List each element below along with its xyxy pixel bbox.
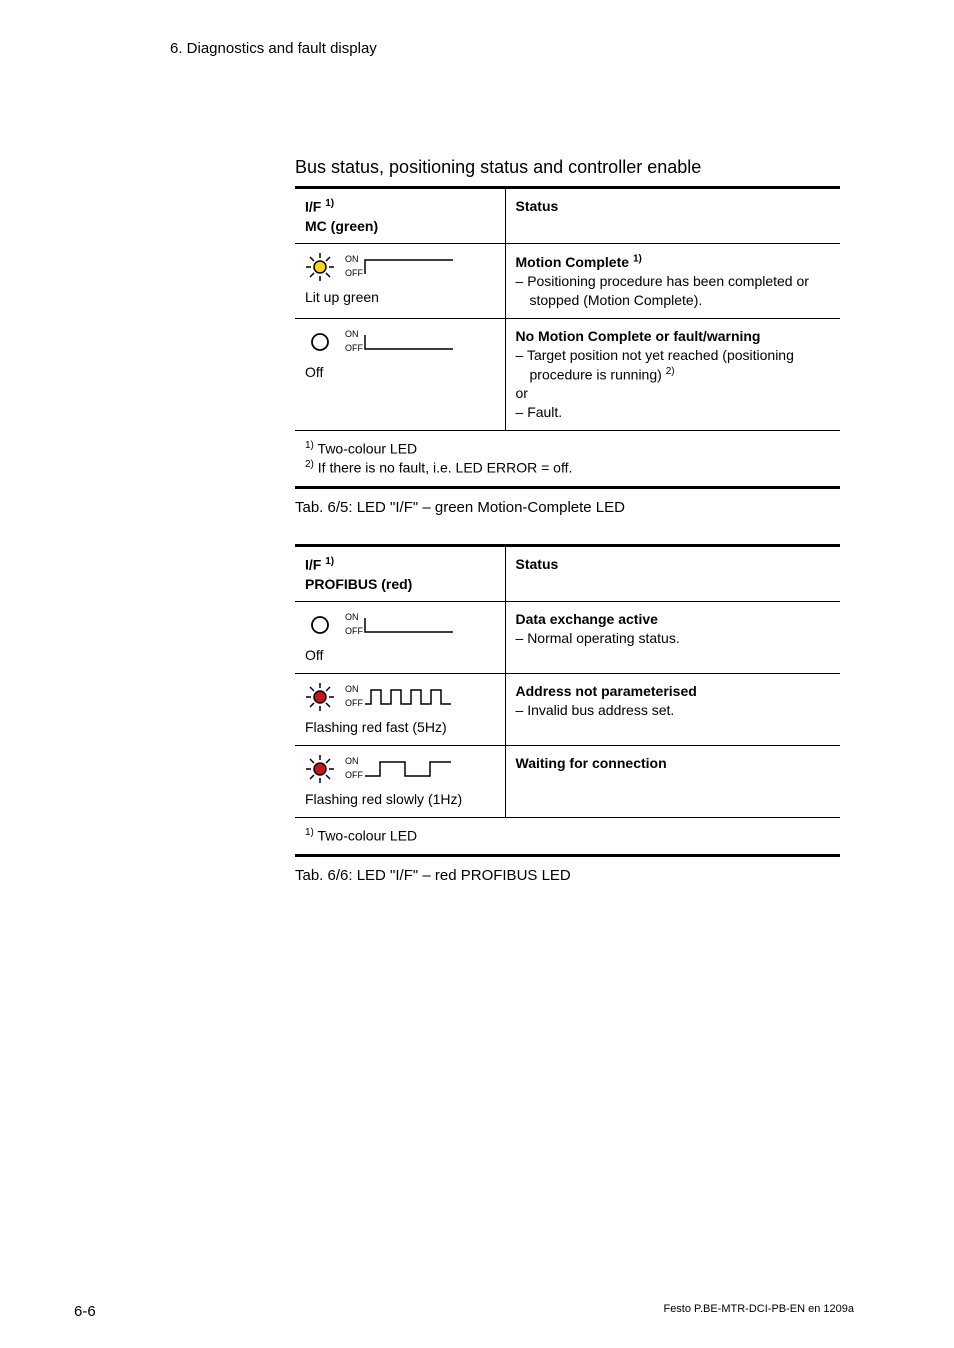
table-row: 1) Two-colour LED 2) If there is no faul… (295, 430, 840, 487)
caption-2: Tab. 6/6: LED "I/F" – red PROFIBUS LED (295, 867, 854, 884)
svg-text:OFF: OFF (345, 626, 363, 636)
caption-1: Tab. 6/5: LED "I/F" – green Motion-Compl… (295, 499, 854, 516)
t2-col1-header: I/F 1) PROFIBUS (red) (295, 545, 505, 601)
t1-row1-state: Lit up green (305, 288, 495, 307)
doc-id: Festo P.BE-MTR-DCI-PB-EN en 1209a (663, 1303, 854, 1320)
t1-col1-header: I/F 1) MC (green) (295, 188, 505, 244)
table-profibus: I/F 1) PROFIBUS (red) Status ON OFF (295, 544, 840, 857)
svg-text:ON: ON (345, 684, 359, 694)
svg-text:OFF: OFF (345, 698, 363, 708)
table-row: 1) Two-colour LED (295, 818, 840, 856)
svg-text:ON: ON (345, 254, 359, 264)
wave-fastflash-icon: ON OFF (345, 682, 455, 712)
table-row: ON OFF Off Data exchange active Normal o… (295, 602, 840, 674)
sun-led-icon (305, 252, 335, 282)
wave-on-icon: ON OFF (345, 252, 455, 282)
table-row: ON OFF Off No Motion Complete or fault/w… (295, 318, 840, 430)
table-bus-status: I/F 1) MC (green) Status (295, 186, 840, 489)
svg-text:ON: ON (345, 612, 359, 622)
svg-text:ON: ON (345, 756, 359, 766)
sun-flash-icon (305, 682, 335, 712)
sun-flash-icon (305, 754, 335, 784)
t1-row2-state: Off (305, 363, 495, 382)
circle-off-icon (305, 327, 335, 357)
t2-row2-state: Flashing red fast (5Hz) (305, 718, 495, 737)
wave-off-icon: ON OFF (345, 327, 455, 357)
svg-text:OFF: OFF (345, 770, 363, 780)
svg-text:ON: ON (345, 329, 359, 339)
page-footer: 6-6 Festo P.BE-MTR-DCI-PB-EN en 1209a (0, 1303, 954, 1320)
chapter-header: 6. Diagnostics and fault display (170, 40, 854, 57)
section-title: Bus status, positioning status and contr… (295, 157, 854, 178)
wave-slowflash-icon: ON OFF (345, 754, 455, 784)
svg-text:OFF: OFF (345, 343, 363, 353)
page-number: 6-6 (74, 1303, 96, 1320)
svg-text:OFF: OFF (345, 268, 363, 278)
t2-row1-state: Off (305, 646, 495, 665)
wave-off-icon: ON OFF (345, 610, 455, 640)
table-row: ON OFF Flashing red slowly (1Hz) Waiting… (295, 746, 840, 818)
circle-off-icon (305, 610, 335, 640)
table-row: ON OFF Flashing red fast (5Hz) Address n… (295, 674, 840, 746)
t1-col2-header: Status (505, 188, 840, 244)
table-row: ON OFF Lit up green Motion Complete 1) P… (295, 244, 840, 318)
t2-row3-state: Flashing red slowly (1Hz) (305, 790, 495, 809)
t2-col2-header: Status (505, 545, 840, 601)
